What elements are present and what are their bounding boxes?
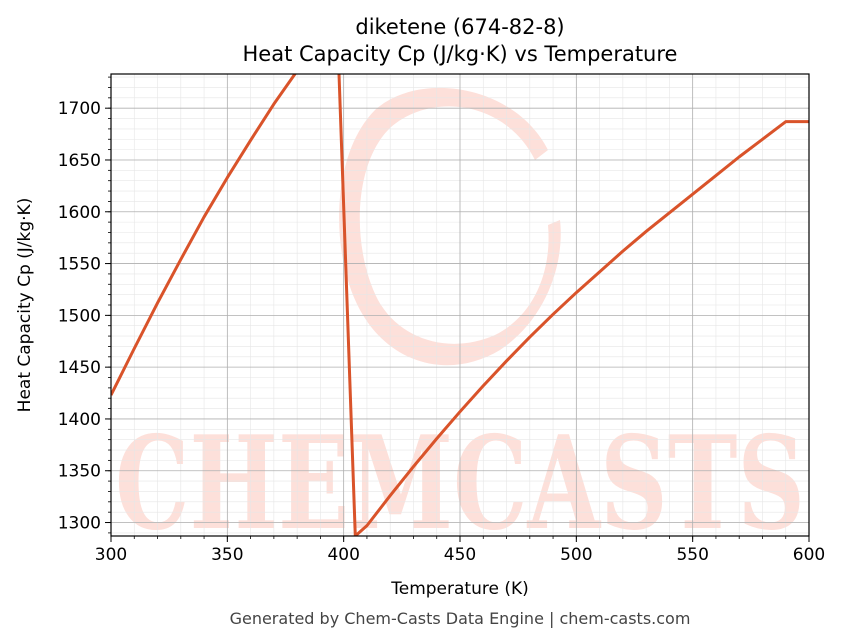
x-tick-label: 600 — [793, 545, 825, 565]
y-axis-label: Heat Capacity Cp (J/kg·K) — [15, 198, 35, 413]
footer-credit: Generated by Chem-Casts Data Engine | ch… — [230, 609, 691, 628]
x-tick-label: 300 — [95, 545, 127, 565]
series-line — [111, 74, 809, 536]
y-tick-label: 1600 — [58, 203, 101, 223]
chart-subtitle: Heat Capacity Cp (J/kg·K) vs Temperature — [243, 42, 678, 66]
y-tick-label: 1350 — [58, 462, 101, 482]
y-tick-label: 1650 — [58, 151, 101, 171]
x-tick-label: 400 — [327, 545, 359, 565]
grid-major — [110, 74, 810, 536]
x-tick-label: 350 — [211, 545, 243, 565]
x-axis-label: Temperature (K) — [390, 579, 529, 599]
x-tick-label: 450 — [444, 545, 476, 565]
y-tick-label: 1500 — [58, 306, 101, 326]
x-axis: 300 350 400 450 500 550 600 — [95, 536, 825, 565]
y-tick-label: 1450 — [58, 358, 101, 378]
y-tick-label: 1400 — [58, 410, 101, 430]
x-tick-label: 500 — [560, 545, 592, 565]
x-tick-label: 550 — [676, 545, 708, 565]
chart-title: diketene (674-82-8) — [355, 15, 564, 39]
y-tick-label: 1700 — [58, 99, 101, 119]
y-tick-label: 1300 — [58, 514, 101, 534]
y-axis: 1300 1350 1400 1450 1500 1550 1600 1650 1700 — [58, 76, 111, 534]
y-tick-label: 1550 — [58, 255, 101, 275]
